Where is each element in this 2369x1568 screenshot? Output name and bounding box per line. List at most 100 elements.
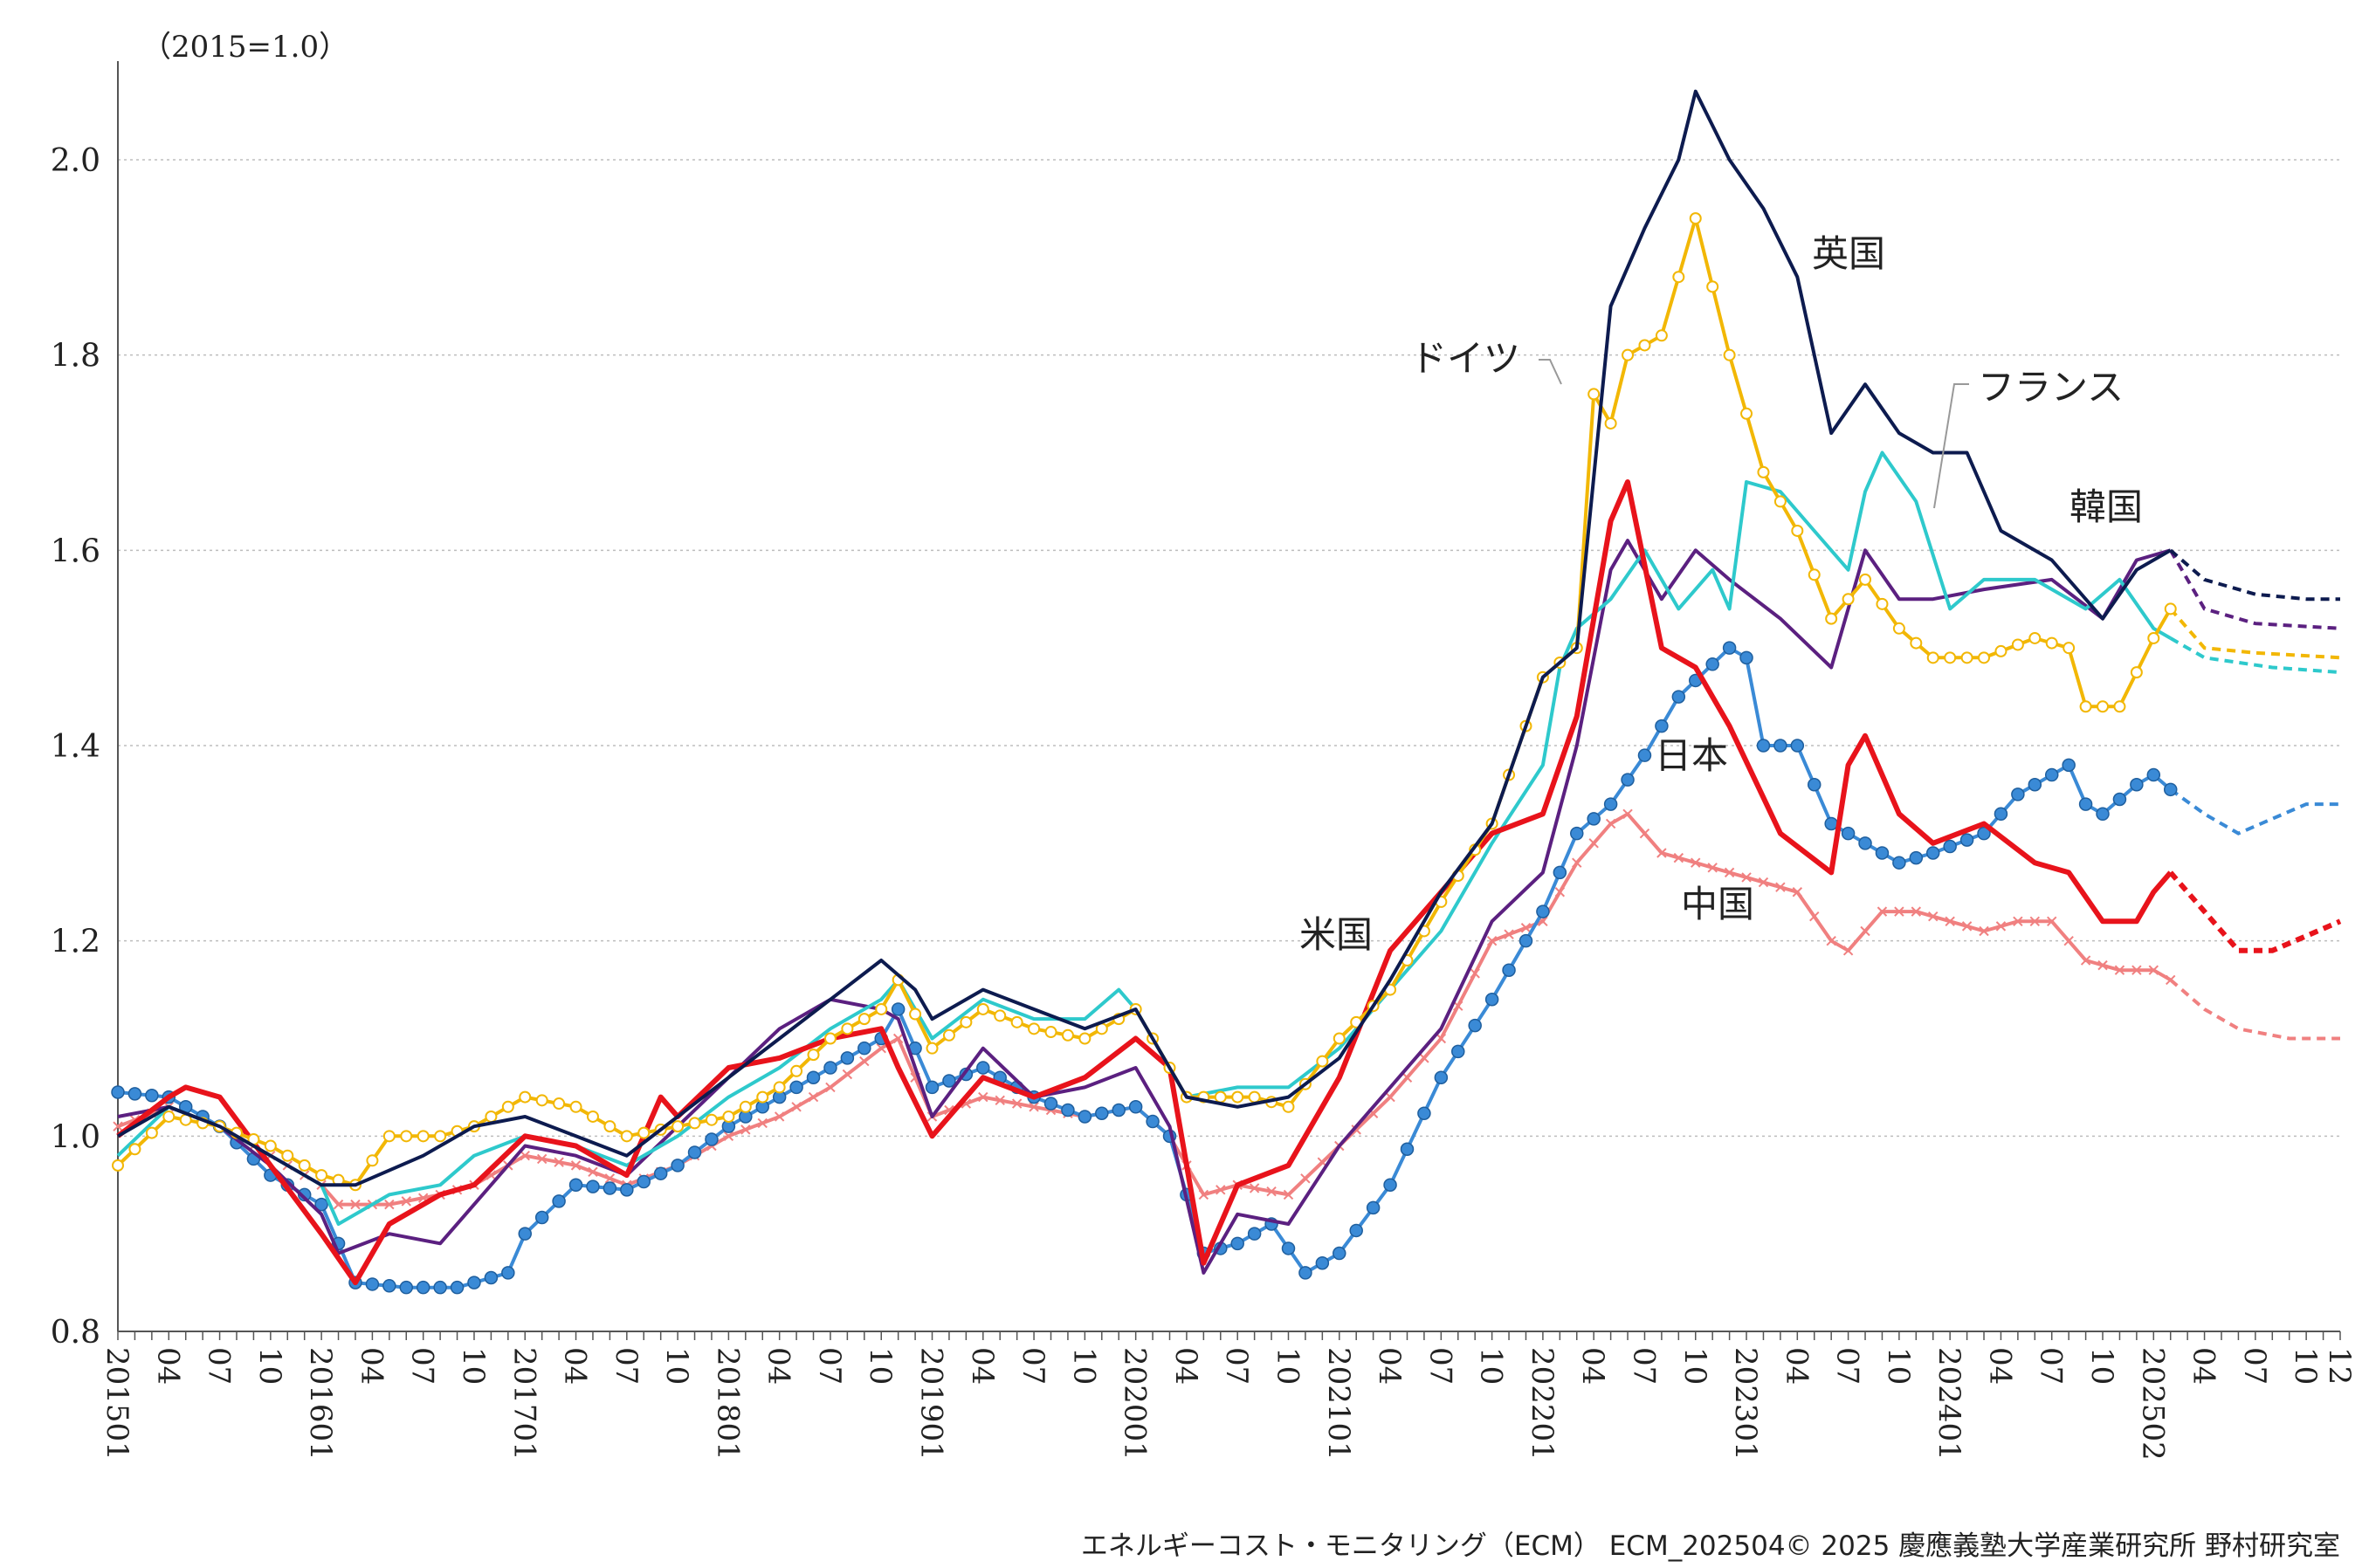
data-point <box>401 1196 411 1207</box>
data-point <box>1451 1044 1465 1059</box>
data-point <box>1572 857 1582 868</box>
x-tick-label: 202001 <box>1118 1347 1153 1461</box>
data-point <box>823 1032 837 1045</box>
data-point <box>773 1081 786 1094</box>
data-point <box>1247 1227 1262 1241</box>
data-point <box>857 1041 871 1056</box>
series-2 <box>116 450 2341 1226</box>
data-point <box>1248 1090 1261 1104</box>
data-point <box>1841 826 1856 841</box>
data-point <box>1230 1236 1244 1251</box>
data-point <box>2148 965 2159 975</box>
series-line-actual <box>116 450 2172 1226</box>
data-point <box>1672 271 1685 284</box>
data-point <box>1792 887 1803 897</box>
x-tick-label: 04 <box>761 1347 796 1385</box>
data-point <box>112 1159 124 1172</box>
data-point <box>1739 650 1753 665</box>
data-point <box>1655 329 1668 342</box>
data-point <box>1842 946 1854 956</box>
data-point <box>569 1100 582 1113</box>
data-point <box>687 1145 702 1159</box>
data-point <box>1860 925 1870 937</box>
data-point <box>1979 925 1989 937</box>
data-point <box>484 1270 499 1285</box>
data-point <box>1808 568 1821 581</box>
data-point <box>1215 1185 1226 1195</box>
data-point <box>1044 1026 1057 1039</box>
data-point <box>1824 816 1838 831</box>
data-point <box>756 1090 769 1104</box>
data-point <box>1198 1189 1209 1200</box>
x-tick-label: 202502 <box>2135 1347 2170 1461</box>
data-point <box>2078 797 2093 811</box>
data-point <box>1773 495 1787 508</box>
x-axis-ticks: 201501 04 07 10 201601 04 07 10 201701 04 07 10 2018… <box>100 1331 2357 1461</box>
data-point <box>1486 935 1498 946</box>
data-point <box>366 1154 379 1167</box>
data-point <box>1723 348 1736 361</box>
unit-label: （2015=1.0） <box>141 30 348 65</box>
data-point <box>1842 593 1855 606</box>
data-point <box>1877 906 1888 917</box>
x-tick-label: 04 <box>1982 1347 2017 1385</box>
data-point <box>1298 1266 1312 1280</box>
data-point <box>840 1051 855 1065</box>
data-point <box>568 1178 583 1192</box>
data-point <box>586 1110 599 1123</box>
data-point <box>1604 416 1617 430</box>
data-point <box>1504 929 1514 939</box>
data-point <box>1588 838 1599 849</box>
label-korea: 韓国 <box>2069 485 2143 528</box>
data-point <box>588 1166 598 1178</box>
x-tick-label: 10 <box>1474 1347 1509 1385</box>
data-point <box>1520 923 1532 933</box>
x-tick-label: 12 <box>2322 1347 2357 1385</box>
data-point <box>1959 833 1974 847</box>
data-point <box>1231 1090 1244 1104</box>
data-point <box>1570 826 1584 841</box>
data-point <box>1757 465 1770 478</box>
x-tick-label: 202401 <box>1932 1347 1966 1461</box>
data-point <box>1011 1098 1023 1109</box>
data-point <box>995 1095 1005 1106</box>
data-point <box>705 1113 718 1126</box>
series-line-forecast <box>2168 870 2342 953</box>
x-tick-label: 10 <box>456 1347 491 1385</box>
data-point <box>1858 836 1872 850</box>
data-point <box>1351 1124 1361 1135</box>
data-point <box>1944 651 1957 664</box>
data-point <box>1826 935 1836 946</box>
data-point <box>534 1210 549 1225</box>
x-tick-label: 10 <box>1270 1347 1305 1385</box>
data-point <box>976 1061 990 1075</box>
data-point <box>1724 867 1735 878</box>
data-point <box>1722 641 1737 655</box>
data-point <box>1790 739 1805 753</box>
data-point <box>1621 773 1635 787</box>
data-point <box>1892 622 1905 635</box>
data-point <box>1707 863 1718 873</box>
series-line-forecast <box>2169 787 2340 836</box>
data-point <box>1536 904 1550 918</box>
chart-footer: エネルギーコスト・モニタリング（ECM） ECM_202504© 2025 慶應… <box>1081 1530 2340 1562</box>
data-point <box>1791 524 1804 537</box>
x-tick-label: 10 <box>2084 1347 2119 1385</box>
data-point <box>2029 916 2041 927</box>
data-point <box>875 1002 888 1015</box>
data-point <box>2044 767 2059 782</box>
series-line-actual <box>117 812 2172 1207</box>
data-point <box>688 1117 701 1130</box>
data-point <box>603 1181 617 1195</box>
data-point <box>314 1197 328 1212</box>
data-point <box>841 1022 854 1035</box>
data-point <box>1994 644 2007 657</box>
y-tick-label: 1.4 <box>51 729 100 765</box>
y-tick-label: 1.6 <box>51 533 100 569</box>
data-point <box>1995 921 2007 932</box>
data-point <box>1622 808 1633 819</box>
axes <box>117 61 2340 1332</box>
data-point <box>1010 1015 1023 1028</box>
data-point <box>1417 1106 1431 1120</box>
